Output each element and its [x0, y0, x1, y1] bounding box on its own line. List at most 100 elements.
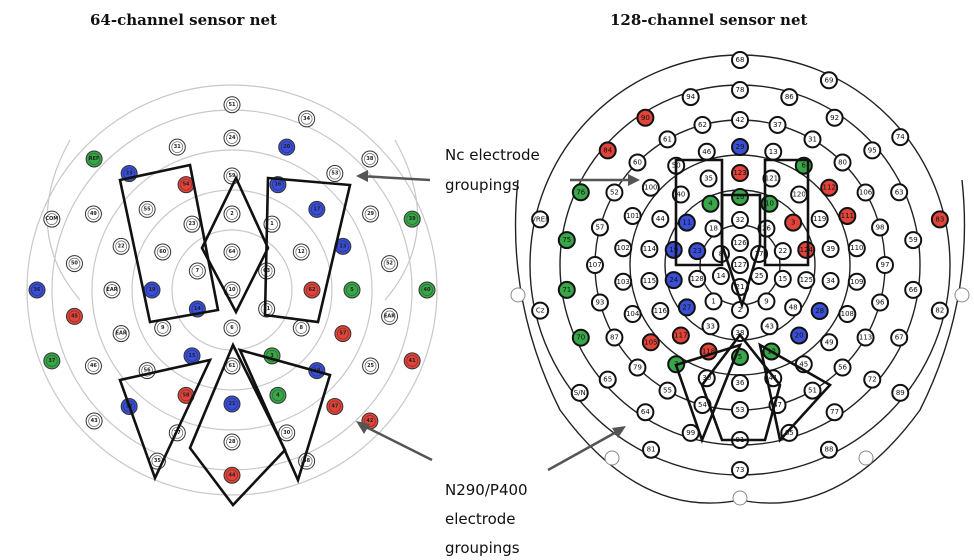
- left-electrode: 57: [334, 325, 352, 343]
- left-electrode-inner: [115, 327, 127, 340]
- left-electrode-label: 17: [313, 206, 320, 212]
- right-electrode-label: 107: [588, 261, 601, 269]
- left-group-outline-3: [118, 358, 213, 482]
- right-electrode-label: 96: [876, 299, 885, 307]
- left-electrode-label: 54: [183, 182, 190, 188]
- right-electrode: 26: [757, 219, 776, 238]
- left-sensor-net: 1064631161472112628361159196023591617135…: [26, 84, 438, 508]
- left-electrode-label: 30: [283, 430, 290, 436]
- right-electrode: 62: [693, 115, 712, 134]
- n290-label-line1: N290/P400: [445, 481, 528, 499]
- right-electrode-label: 4: [708, 200, 713, 208]
- left-electrode-inner: [68, 257, 81, 270]
- left-electrode-label: 34: [303, 116, 310, 122]
- right-electrode: 31: [803, 130, 822, 149]
- left-electrode-label: 11: [263, 306, 270, 312]
- left-electrode-label: 33: [126, 171, 133, 177]
- left-electrode: 47: [326, 397, 344, 415]
- right-electrode: 16: [731, 188, 749, 206]
- right-electrode-label: 128: [691, 275, 704, 283]
- right-electrode-label: 102: [617, 244, 630, 252]
- right-electrode-label: 118: [702, 347, 715, 355]
- right-electrode: 69: [819, 71, 838, 90]
- right-electrode-marker: [571, 183, 590, 202]
- right-electrode-label: 19: [669, 246, 678, 254]
- right-electrode-marker: [819, 440, 838, 459]
- left-electrode-inner: [115, 240, 127, 253]
- right-electrode-label: 53: [736, 406, 745, 414]
- right-electrode: 52: [605, 183, 624, 202]
- left-electrode: 17: [308, 200, 326, 218]
- right-electrode-marker: [810, 210, 829, 228]
- right-electrode: 92: [825, 108, 844, 127]
- right-electrode-marker: [810, 302, 829, 320]
- left-electrode-label: 39: [409, 216, 416, 222]
- right-electrode-label: 104: [626, 310, 640, 318]
- right-electrode-label: 14: [716, 272, 725, 280]
- right-electrode-label: 101: [626, 212, 639, 220]
- right-electrode-marker: [833, 153, 852, 172]
- left-electrode-label: 40: [424, 287, 431, 293]
- left-electrode: 54: [177, 176, 195, 194]
- right-electrode-marker: [688, 242, 707, 261]
- right-electrode-marker: [628, 358, 647, 377]
- right-electrode-marker: [677, 298, 696, 317]
- right-electrode: 59: [904, 231, 923, 250]
- right-electrode: 112: [820, 178, 839, 197]
- right-electrode: 9: [757, 292, 776, 311]
- left-electrode: EAR: [112, 325, 130, 343]
- right-electrode-marker: [731, 234, 749, 252]
- right-electrode-marker: [930, 210, 949, 229]
- left-electrode-inner: [45, 355, 58, 367]
- right-electrode-marker: [838, 305, 857, 324]
- right-electrode: 116: [651, 302, 670, 320]
- left-electrode-inner: [156, 246, 169, 258]
- left-electrode-marker: [326, 397, 344, 415]
- right-electrode-marker: [757, 292, 776, 311]
- left-electrode-inner: [406, 213, 419, 225]
- left-electrode-label: 48: [303, 458, 310, 464]
- right-electrode-label: 37: [773, 121, 782, 129]
- right-electrode-marker: [704, 292, 723, 311]
- right-electrode-marker: [731, 81, 749, 99]
- left-electrode-inner: [364, 208, 377, 220]
- left-electrode-label: 59: [229, 173, 236, 179]
- right-electrode-marker: [863, 370, 882, 389]
- right-electrode-label: 35: [704, 175, 713, 183]
- right-electrode-label: 52: [610, 189, 619, 197]
- left-electrode-label: 27: [174, 430, 181, 436]
- left-electrode-inner: [266, 349, 278, 362]
- left-electrode-inner: [337, 240, 349, 253]
- left-electrode-inner: [328, 400, 341, 413]
- left-electrode-label: 50: [71, 261, 78, 267]
- right-electrode: 75: [557, 231, 576, 250]
- right-electrode: 36: [731, 374, 749, 392]
- right-electrode: Cz: [531, 301, 550, 320]
- right-electrode: 100: [641, 178, 660, 197]
- left-electrode-label: 37: [48, 358, 55, 364]
- right-electrode-label: 31: [808, 135, 817, 143]
- right-electrode-label: 33: [706, 322, 715, 330]
- right-electrode-marker: [731, 256, 749, 274]
- right-electrode-marker: [731, 211, 749, 229]
- left-electrode: 40: [418, 281, 436, 299]
- right-electrode-marker: [688, 269, 707, 288]
- nc-label-line1: Nc electrode: [445, 146, 540, 164]
- left-electrode-inner: [226, 322, 238, 334]
- left-electrode-label: 62: [309, 287, 316, 293]
- right-electrode-label: 46: [702, 148, 711, 156]
- right-electrode: 19: [664, 240, 683, 259]
- left-electrode-label: 42: [366, 418, 373, 424]
- left-electrode-label: 53: [331, 171, 338, 177]
- n290-label-line2: electrode: [445, 510, 516, 528]
- left-electrode-label: 23: [189, 221, 196, 227]
- right-electrode-marker: [640, 271, 659, 290]
- right-group-outline-5: [758, 342, 833, 443]
- left-electrode-inner: [226, 246, 238, 258]
- right-electrode: 85: [780, 423, 799, 442]
- right-electrode-label: 47: [773, 401, 782, 409]
- left-electrode-marker: [343, 281, 361, 299]
- right-electrode: 64: [636, 403, 655, 422]
- left-electrode-label: 16: [274, 182, 281, 188]
- right-reference-sensor-3: [858, 450, 874, 466]
